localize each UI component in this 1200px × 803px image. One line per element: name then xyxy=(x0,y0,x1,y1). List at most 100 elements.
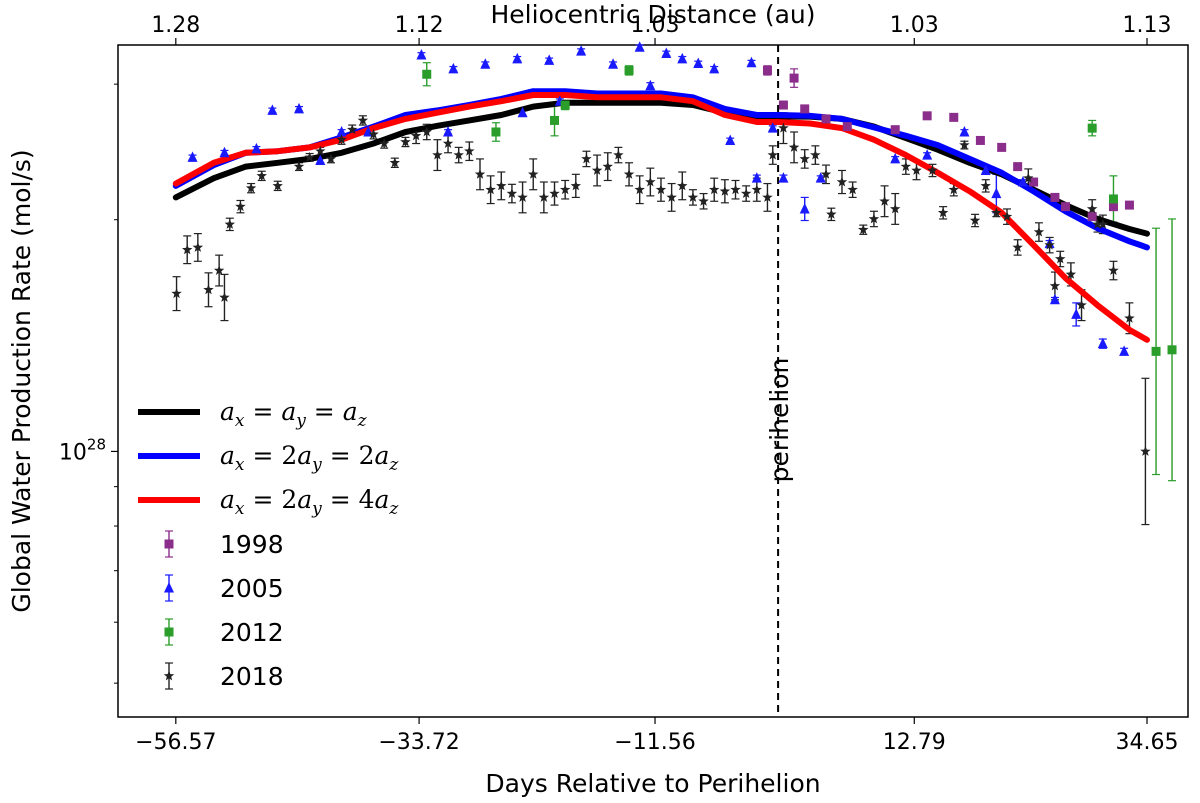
top-tick-label: 1.28 xyxy=(151,13,200,38)
legend-marker-2012 xyxy=(164,627,174,637)
legend-marker-2005 xyxy=(164,582,174,593)
data-point-1998 xyxy=(789,73,799,83)
data-point-2005 xyxy=(336,125,347,137)
data-point-2018 xyxy=(538,191,550,202)
data-point-2018 xyxy=(1044,239,1055,250)
data-point-1998 xyxy=(1050,192,1060,202)
data-point-2018 xyxy=(304,151,315,162)
data-point-2018 xyxy=(799,153,810,164)
data-point-2018 xyxy=(1108,265,1119,275)
data-point-2018 xyxy=(687,191,699,202)
y-axis-title: Global Water Production Rate (mol/s) xyxy=(7,149,36,612)
data-point-2018 xyxy=(879,195,890,206)
data-point-2018 xyxy=(937,207,949,218)
data-point-2018 xyxy=(591,165,603,175)
data-point-2005 xyxy=(778,172,789,183)
data-point-2018 xyxy=(315,145,326,156)
data-point-1998 xyxy=(997,142,1007,152)
data-point-2018 xyxy=(730,184,741,195)
data-point-2018 xyxy=(421,126,432,137)
data-point-2005 xyxy=(980,164,991,175)
data-point-1998 xyxy=(1108,202,1118,212)
data-point-2005 xyxy=(677,52,688,64)
data-point-2005 xyxy=(608,58,619,69)
data-point-2018 xyxy=(980,180,991,191)
data-point-2018 xyxy=(235,201,246,212)
data-point-2018 xyxy=(1012,241,1023,252)
data-point-2018 xyxy=(581,153,592,164)
data-point-2018 xyxy=(182,244,193,255)
legend-series-label: 2005 xyxy=(220,574,284,603)
data-point-2018 xyxy=(347,124,358,135)
data-point-2005 xyxy=(576,45,587,56)
data-point-2018 xyxy=(410,130,422,141)
data-point-2005 xyxy=(1119,345,1130,356)
data-point-2018 xyxy=(666,191,677,202)
top-tick-label: 1.03 xyxy=(890,13,939,38)
data-point-2018 xyxy=(213,265,225,275)
data-point-2005 xyxy=(315,154,326,165)
data-point-2018 xyxy=(1049,280,1061,291)
data-point-2018 xyxy=(1092,218,1103,229)
data-point-2005 xyxy=(746,56,757,68)
data-point-2012 xyxy=(422,69,432,79)
data-point-2018 xyxy=(224,218,235,229)
data-point-2018 xyxy=(613,149,624,160)
data-point-2018 xyxy=(506,188,518,198)
data-point-2018 xyxy=(1076,299,1087,310)
data-point-1998 xyxy=(949,112,959,122)
data-point-2018 xyxy=(709,184,720,195)
data-point-2018 xyxy=(442,138,454,148)
data-point-1998 xyxy=(800,104,810,114)
data-point-2018 xyxy=(1055,253,1066,264)
data-point-2018 xyxy=(767,149,778,160)
data-point-2018 xyxy=(1033,226,1045,237)
data-point-2005 xyxy=(634,41,645,52)
data-point-2018 xyxy=(959,139,970,150)
data-point-2005 xyxy=(517,106,528,118)
data-point-2005 xyxy=(751,172,762,183)
data-point-1998 xyxy=(1124,200,1134,210)
legend-line-label: ax = 2ay = 2az xyxy=(220,441,399,475)
data-point-2018 xyxy=(677,180,688,191)
data-point-2018 xyxy=(740,188,752,198)
data-point-2018 xyxy=(389,157,400,168)
data-point-2018 xyxy=(272,180,283,191)
data-point-2018 xyxy=(1140,445,1151,456)
data-point-2018 xyxy=(655,184,667,195)
data-point-2012 xyxy=(1087,123,1097,133)
data-point-2018 xyxy=(496,180,507,191)
data-point-2005 xyxy=(991,187,1002,199)
data-point-2018 xyxy=(900,161,912,172)
data-point-2018 xyxy=(293,161,305,172)
data-point-2005 xyxy=(767,122,778,133)
data-point-2018 xyxy=(826,208,837,219)
data-point-2005 xyxy=(293,102,304,114)
data-point-2018 xyxy=(762,191,773,202)
legend-line-label: ax = 2ay = 4az xyxy=(220,485,399,519)
data-point-2018 xyxy=(602,161,613,172)
data-point-2018 xyxy=(336,134,347,145)
data-point-2005 xyxy=(922,149,933,160)
data-point-2005 xyxy=(709,62,720,74)
top-tick-label: 1.13 xyxy=(1123,13,1172,38)
data-point-2018 xyxy=(820,168,832,179)
data-point-2005 xyxy=(544,54,555,65)
legend-marker-1998 xyxy=(164,539,174,549)
data-point-2018 xyxy=(378,138,390,148)
data-point-1998 xyxy=(922,111,932,121)
data-point-2005 xyxy=(693,57,704,68)
top-axis-title: Heliocentric Distance (au) xyxy=(491,0,816,29)
legend-marker-2018 xyxy=(163,670,175,681)
data-point-2018 xyxy=(1001,211,1013,222)
data-point-2018 xyxy=(751,184,762,195)
data-point-2018 xyxy=(171,288,182,299)
data-point-1998 xyxy=(778,100,788,110)
data-point-2005 xyxy=(416,49,427,60)
data-point-2018 xyxy=(698,195,709,206)
data-point-2018 xyxy=(453,149,464,160)
data-point-2018 xyxy=(991,207,1002,218)
data-point-2018 xyxy=(203,284,214,295)
data-point-2018 xyxy=(400,136,411,147)
legend-series-label: 2018 xyxy=(220,662,284,691)
